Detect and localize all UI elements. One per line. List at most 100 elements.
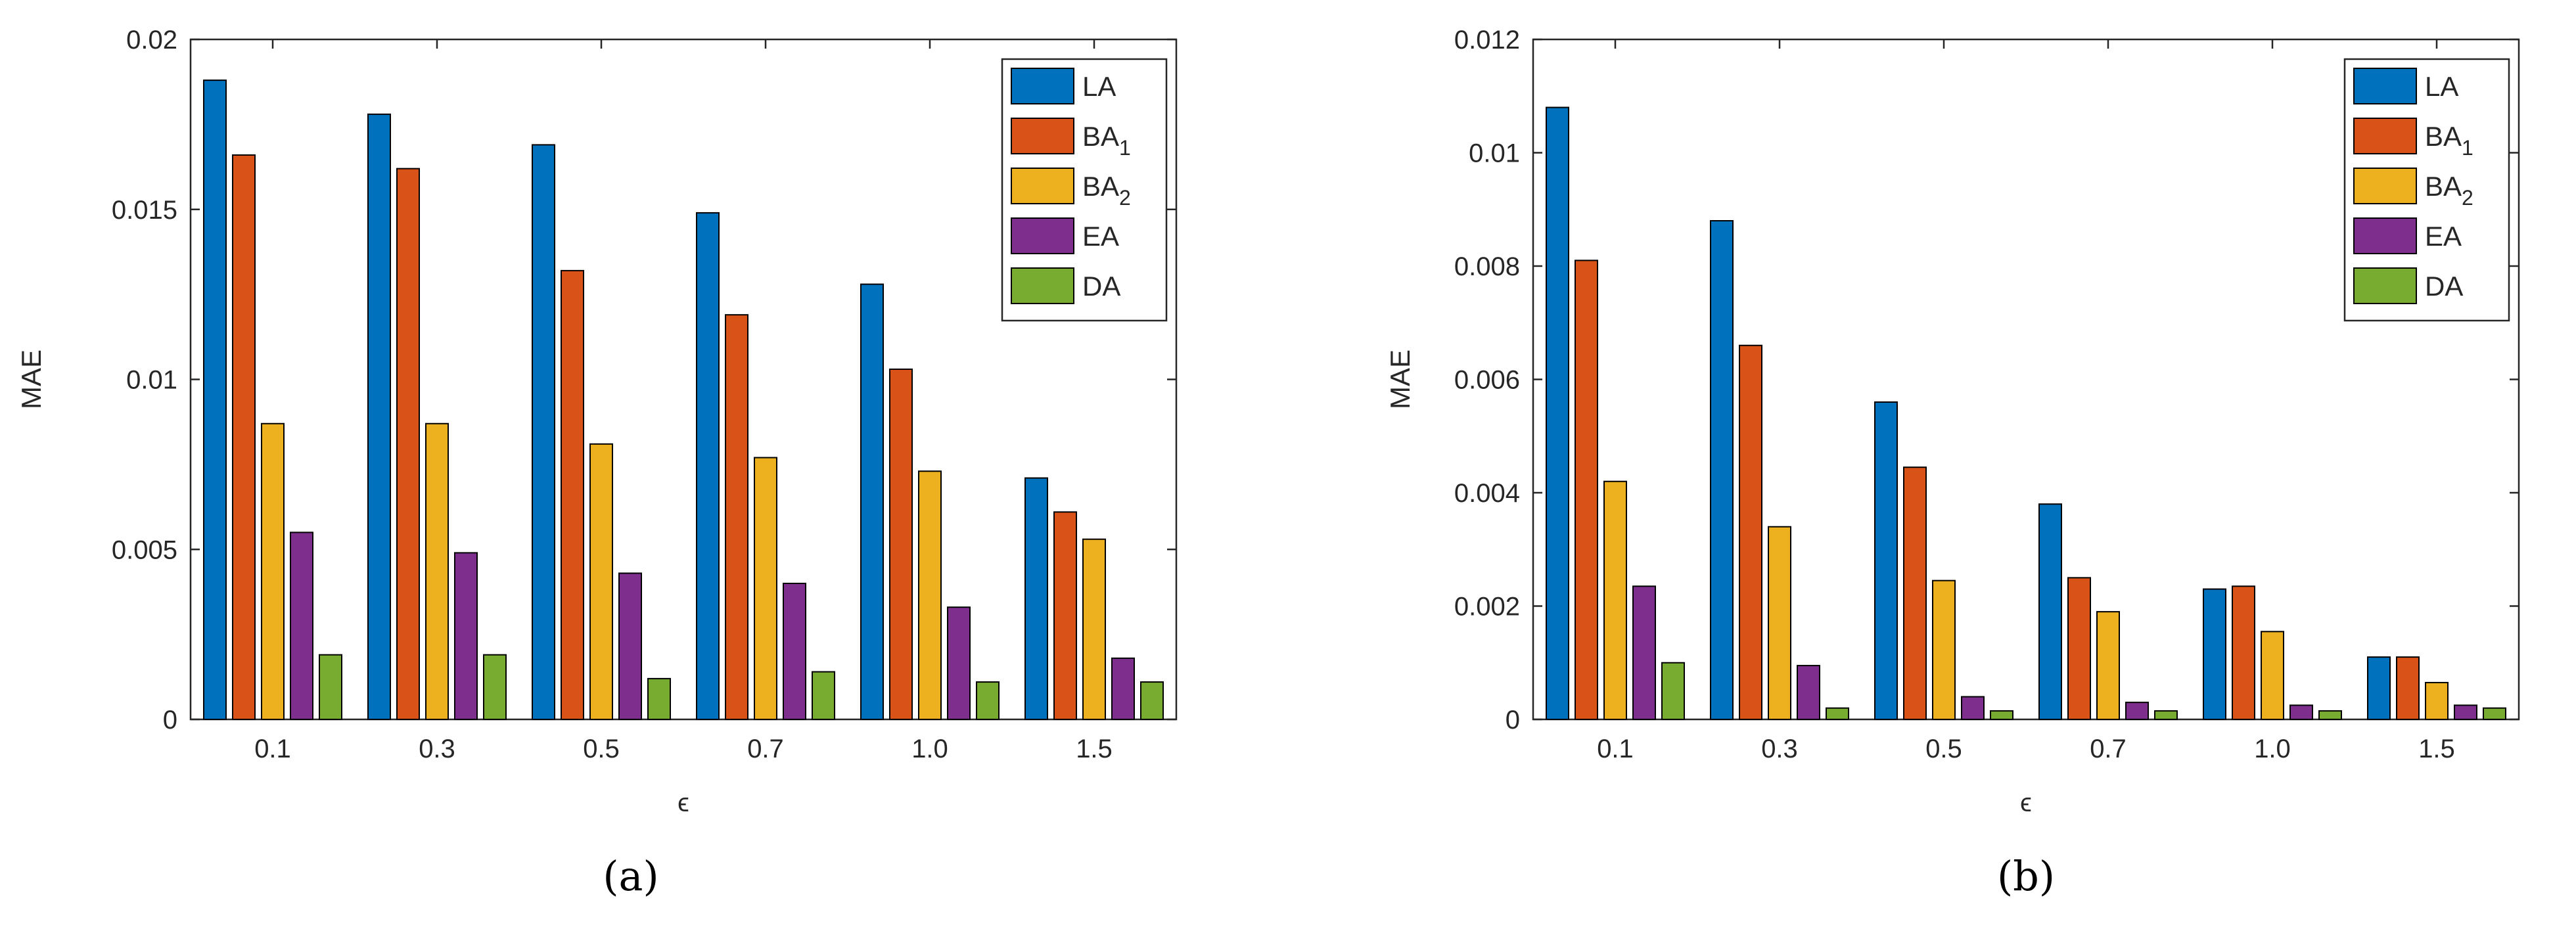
chart-b: 0 0.002 0.004 0.006 0.008 0.01 0.012 0.1 0.3 0.5 0… — [1385, 26, 2520, 900]
bar-da-0.1 — [319, 654, 342, 720]
bar-ba1-0.1 — [232, 154, 256, 720]
bar-ea-1.0 — [2289, 704, 2313, 720]
x-tick-label: 0.3 — [419, 735, 455, 763]
bar-ba2-0.3 — [1768, 526, 1791, 720]
bar-la-0.7 — [696, 212, 720, 720]
x-tick-label: 1.0 — [2254, 735, 2291, 763]
bar-ba1-1.0 — [889, 368, 913, 720]
bar-ba1-0.5 — [1903, 466, 1927, 720]
bar-ea-0.5 — [1961, 696, 1985, 720]
bar-ba2-0.1 — [1603, 480, 1627, 720]
bar-ba1-0.7 — [2067, 577, 2091, 720]
y-tick-label: 0 — [163, 706, 177, 735]
bar-da-0.3 — [1826, 707, 1849, 720]
bar-ea-0.3 — [1797, 665, 1820, 720]
bar-la-0.3 — [1710, 220, 1734, 720]
bar-ba1-0.1 — [1575, 260, 1598, 720]
bar-da-0.5 — [1990, 710, 2013, 720]
subfigure-caption: (b) — [1997, 852, 2055, 900]
bar-ba2-1.5 — [2425, 681, 2449, 720]
bar-ba2-0.1 — [261, 422, 285, 721]
chart-a: 0 0.005 0.01 0.015 0.02 0.1 0.3 0.5 0.7 1.0 1.5 ϵ MA… — [16, 26, 1178, 900]
bar-ea-0.3 — [454, 552, 478, 720]
bar-da-1.0 — [976, 681, 1000, 720]
bar-ea-0.1 — [1632, 585, 1656, 720]
legend-label-la: LA — [1082, 71, 1116, 102]
bar-la-0.5 — [1874, 401, 1898, 720]
bar-la-1.5 — [2367, 656, 2391, 720]
bar-la-1.5 — [1024, 477, 1048, 720]
x-tick-label: 0.1 — [1597, 735, 1634, 763]
bar-da-0.1 — [1661, 662, 1685, 720]
legend-swatch-ba2 — [2353, 168, 2417, 204]
x-tick-label: 1.5 — [2418, 735, 2455, 763]
y-tick-label: 0.012 — [1454, 26, 1520, 55]
y-tick-label: 0.015 — [112, 196, 177, 225]
bar-ba1-1.0 — [2232, 585, 2255, 720]
legend-swatch-la — [2353, 68, 2417, 104]
bar-da-1.0 — [2318, 710, 2342, 720]
y-tick-label: 0.004 — [1454, 479, 1520, 508]
bar-ea-0.7 — [2125, 702, 2149, 720]
legend-label-da: DA — [2425, 271, 2463, 302]
x-axis-label: ϵ — [2020, 788, 2032, 817]
bar-ba1-1.5 — [1053, 511, 1077, 720]
bar-da-1.5 — [2483, 707, 2506, 720]
legend-swatch-ba2 — [1011, 168, 1074, 204]
bar-la-0.3 — [367, 113, 391, 721]
y-tick-label: 0.006 — [1454, 366, 1520, 395]
y-tick-label: 0.002 — [1454, 593, 1520, 622]
bar-la-1.0 — [860, 283, 884, 721]
bar-ea-1.5 — [1111, 657, 1135, 720]
bar-ea-1.5 — [2454, 704, 2477, 720]
y-tick-label: 0 — [1506, 706, 1520, 735]
legend-swatch-ba1 — [2353, 118, 2417, 154]
y-tick-label: 0.005 — [112, 535, 177, 564]
legend-swatch-ea — [1011, 217, 1074, 254]
legend-swatch-da — [2353, 267, 2417, 304]
bar-ba2-0.5 — [589, 443, 613, 720]
legend-swatch-ba1 — [1011, 118, 1074, 154]
y-tick-label: 0.01 — [126, 366, 177, 395]
legend-label-ea: EA — [1082, 221, 1119, 252]
legend-swatch-ea — [2353, 217, 2417, 254]
y-axis-label: MAE — [16, 350, 47, 409]
bar-la-0.5 — [532, 144, 555, 721]
bar-ba2-0.7 — [754, 457, 777, 721]
subfigure-caption: (a) — [603, 852, 658, 900]
bar-ba1-1.5 — [2396, 656, 2420, 720]
x-tick-label: 0.7 — [2090, 735, 2127, 763]
bar-ba2-0.3 — [425, 422, 449, 721]
bar-ba1-0.7 — [725, 314, 748, 720]
bar-ba1-0.5 — [561, 269, 584, 720]
bar-ea-1.0 — [947, 606, 971, 720]
legend-label-da: DA — [1082, 271, 1120, 302]
y-tick-label: 0.02 — [126, 26, 177, 55]
x-tick-label: 1.0 — [911, 735, 948, 763]
bar-da-0.7 — [812, 671, 835, 720]
bar-da-0.3 — [483, 654, 507, 720]
bar-la-0.7 — [2038, 503, 2062, 720]
bar-ba1-0.3 — [1739, 344, 1762, 720]
bar-ba2-1.5 — [1082, 538, 1106, 720]
bar-ba2-0.5 — [1932, 579, 1956, 720]
bar-da-0.5 — [647, 677, 671, 721]
legend-swatch-da — [1011, 267, 1074, 304]
x-axis-label: ϵ — [678, 788, 689, 817]
x-tick-label: 0.5 — [1925, 735, 1962, 763]
legend-label-ea: EA — [2425, 221, 2462, 252]
legend-label-la: LA — [2425, 71, 2458, 102]
bar-la-0.1 — [203, 79, 227, 721]
bar-da-1.5 — [1140, 681, 1164, 720]
bar-ba2-0.7 — [2096, 611, 2120, 720]
y-tick-label: 0.008 — [1454, 252, 1520, 281]
bar-ea-0.7 — [783, 583, 806, 720]
bar-ea-0.1 — [290, 531, 313, 720]
bar-da-0.7 — [2154, 710, 2178, 720]
x-tick-label: 0.1 — [254, 735, 291, 763]
x-tick-label: 1.5 — [1076, 735, 1113, 763]
legend-swatch-la — [1011, 68, 1074, 104]
